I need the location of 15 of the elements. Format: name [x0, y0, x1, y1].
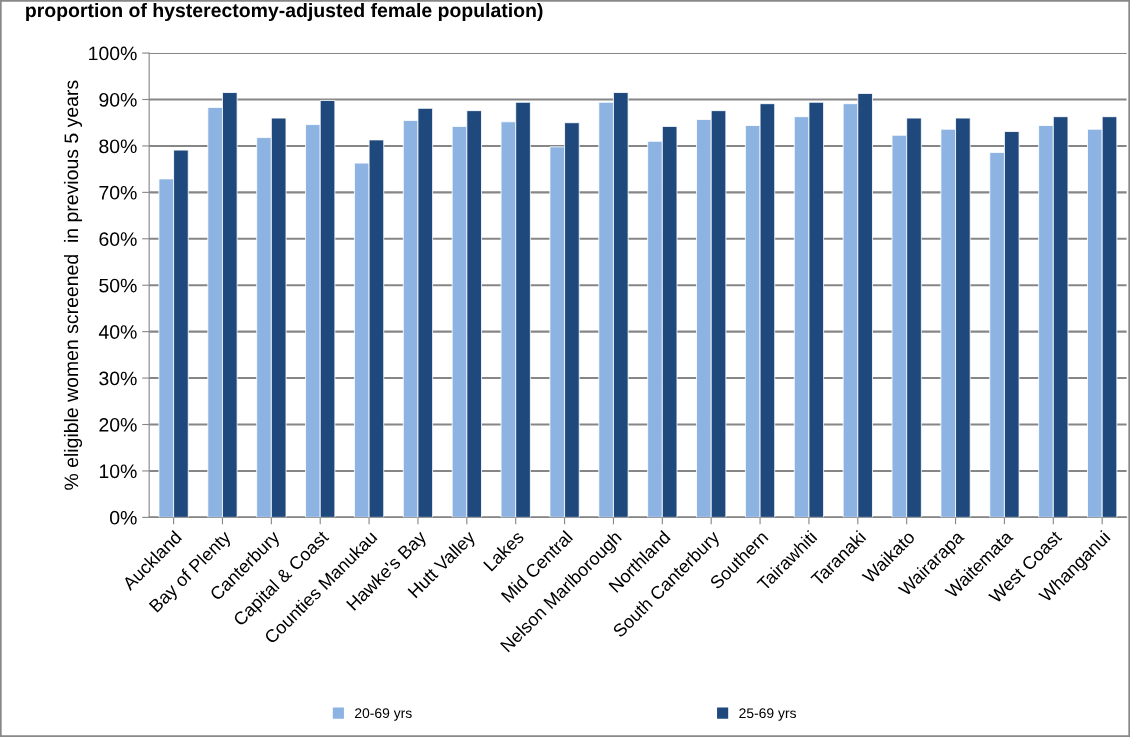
- y-tick-label: 10%: [99, 464, 137, 479]
- y-tick-label: 0%: [110, 510, 137, 525]
- y-tick-label: 80%: [99, 139, 137, 154]
- y-tick-label: 70%: [99, 185, 137, 200]
- y-tick-label: 50%: [99, 278, 137, 293]
- y-axis-title: % eligible women screened in previous 5 years: [63, 80, 83, 490]
- y-tick-label: 100%: [89, 46, 137, 61]
- y-tick-label: 40%: [98, 325, 137, 339]
- y-tick-label: 30%: [99, 371, 137, 386]
- y-tick-label: 90%: [99, 92, 137, 107]
- y-tick-label: 60%: [99, 232, 137, 247]
- y-tick-label: 20%: [99, 417, 137, 432]
- legend-label: 25-69 yrs: [739, 708, 797, 721]
- chart-title: proportion of hysterectomy-adjusted female population): [26, 2, 543, 22]
- legend-label: 20-69 yrs: [355, 708, 412, 721]
